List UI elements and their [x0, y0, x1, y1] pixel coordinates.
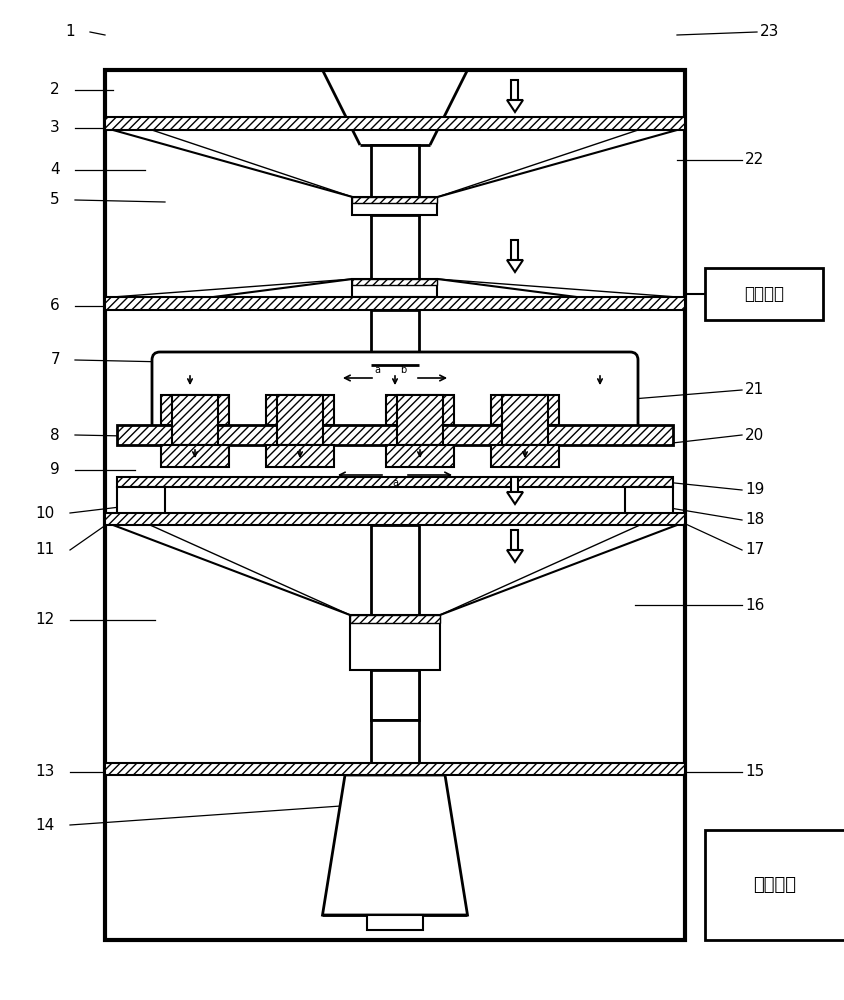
Text: 10: 10: [35, 506, 55, 520]
Bar: [349, 615, 440, 670]
Bar: [397, 395, 442, 445]
Text: 19: 19: [744, 483, 764, 497]
Polygon shape: [322, 775, 467, 915]
Text: 17: 17: [744, 542, 763, 558]
Text: 4: 4: [51, 162, 60, 178]
Bar: [386, 445, 453, 467]
Bar: [105, 297, 684, 310]
Bar: [105, 763, 684, 775]
Bar: [371, 670, 419, 720]
Bar: [266, 395, 333, 425]
FancyBboxPatch shape: [152, 352, 637, 433]
Text: b: b: [399, 365, 406, 375]
Bar: [352, 279, 437, 297]
Bar: [501, 395, 548, 445]
Text: 8: 8: [51, 428, 60, 442]
Bar: [277, 395, 322, 445]
Text: 16: 16: [744, 597, 764, 612]
Bar: [105, 117, 684, 130]
Text: 18: 18: [744, 512, 763, 528]
Bar: [116, 477, 672, 487]
Bar: [366, 915, 423, 930]
Text: 21: 21: [744, 382, 763, 397]
Polygon shape: [506, 260, 522, 272]
Bar: [511, 240, 518, 260]
Text: 13: 13: [35, 764, 55, 780]
Bar: [116, 425, 672, 445]
Text: 7: 7: [51, 353, 60, 367]
Text: 1: 1: [65, 24, 75, 39]
Text: 14: 14: [35, 818, 55, 832]
Text: 5: 5: [51, 192, 60, 208]
Bar: [704, 268, 822, 320]
Bar: [704, 830, 844, 940]
Bar: [172, 395, 218, 445]
Text: 12: 12: [35, 612, 55, 628]
Text: 控制面板: 控制面板: [743, 285, 783, 303]
Text: 20: 20: [744, 428, 763, 442]
Bar: [105, 70, 684, 940]
Text: 液压系统: 液压系统: [753, 876, 796, 894]
Text: 15: 15: [744, 764, 763, 780]
Text: 9: 9: [50, 462, 60, 478]
Text: 23: 23: [759, 24, 778, 39]
Bar: [625, 487, 672, 522]
Bar: [371, 310, 419, 365]
Text: 6: 6: [50, 298, 60, 314]
Bar: [511, 477, 518, 492]
Bar: [105, 513, 684, 525]
Bar: [349, 615, 440, 623]
Bar: [371, 720, 419, 763]
Bar: [161, 445, 229, 467]
Polygon shape: [506, 550, 522, 562]
Bar: [116, 487, 165, 522]
Bar: [490, 395, 559, 425]
Polygon shape: [506, 100, 522, 112]
Text: a: a: [392, 478, 398, 488]
Bar: [352, 279, 437, 285]
Bar: [352, 197, 437, 215]
Bar: [161, 395, 229, 425]
Bar: [352, 197, 437, 203]
Bar: [511, 80, 518, 100]
Bar: [371, 145, 419, 215]
Bar: [266, 445, 333, 467]
Text: a: a: [374, 365, 380, 375]
Bar: [386, 395, 453, 425]
Bar: [371, 525, 419, 720]
Bar: [371, 215, 419, 297]
Text: 11: 11: [35, 542, 55, 558]
Bar: [490, 445, 559, 467]
Text: 22: 22: [744, 152, 763, 167]
Text: 2: 2: [51, 83, 60, 98]
Polygon shape: [506, 492, 522, 504]
Text: 3: 3: [50, 120, 60, 135]
Bar: [511, 530, 518, 550]
